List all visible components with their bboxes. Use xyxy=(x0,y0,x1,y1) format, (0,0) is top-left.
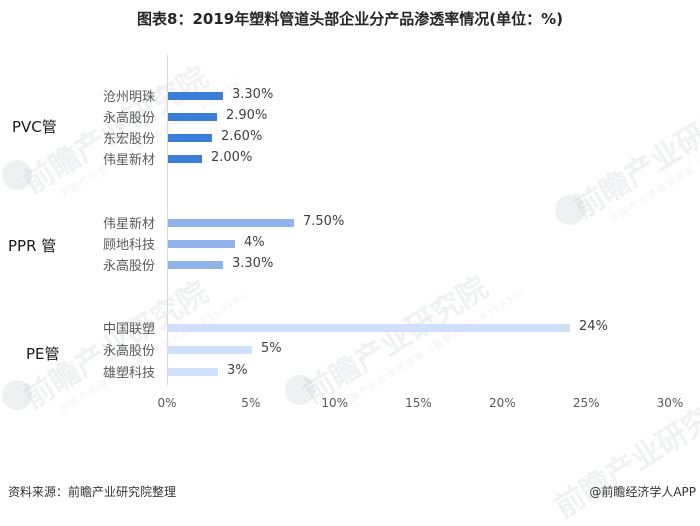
bar xyxy=(168,240,235,248)
bar xyxy=(168,92,223,100)
bar-row: 中国联塑 24% xyxy=(0,319,700,337)
group-label-ppr: PPR 管 xyxy=(8,237,57,255)
group-label-pvc: PVC管 xyxy=(12,118,57,136)
bar xyxy=(168,155,202,163)
bar xyxy=(168,368,218,376)
category-label: 永高股份 xyxy=(102,344,155,359)
bar-row: 永高股份 5% xyxy=(0,341,700,359)
data-label: 3.30% xyxy=(232,256,274,271)
data-label: 24% xyxy=(579,319,608,334)
x-tick-label: 5% xyxy=(241,396,261,410)
x-tick-label: 10% xyxy=(321,396,348,410)
bar-row: 永高股份 3.30% xyxy=(0,256,700,274)
bar xyxy=(168,219,294,227)
bar-row: 伟星新材 2.00% xyxy=(0,150,700,168)
bar-row: 东宏股份 2.60% xyxy=(0,129,700,147)
x-tick-label: 15% xyxy=(405,396,432,410)
category-label: 沧州明珠 xyxy=(102,90,155,105)
category-label: 东宏股份 xyxy=(102,132,155,147)
x-tick-label: 30% xyxy=(656,396,684,410)
bar xyxy=(168,113,217,121)
data-label: 3% xyxy=(227,363,248,378)
y-axis-line xyxy=(167,55,168,385)
bar xyxy=(168,324,570,332)
data-label: 5% xyxy=(261,341,282,356)
bar xyxy=(168,261,223,269)
data-label: 2.00% xyxy=(211,150,253,165)
category-label: 伟星新材 xyxy=(102,153,155,168)
bar xyxy=(168,134,212,142)
category-label: 顾地科技 xyxy=(102,238,155,253)
category-label: 永高股份 xyxy=(102,259,155,274)
data-label: 7.50% xyxy=(303,214,345,229)
data-label: 2.90% xyxy=(226,108,268,123)
bar-row: 雄塑科技 3% xyxy=(0,363,700,381)
source-note: 资料来源：前瞻产业研究院整理 xyxy=(8,485,177,499)
chart-title: 图表8：2019年塑料管道头部企业分产品渗透率情况(单位：%) xyxy=(137,10,563,28)
category-label: 永高股份 xyxy=(102,111,155,126)
x-tick-label: 20% xyxy=(488,396,516,410)
data-label: 2.60% xyxy=(221,129,263,144)
data-label: 3.30% xyxy=(232,87,274,102)
category-label: 中国联塑 xyxy=(102,322,155,337)
bar-row: 顾地科技 4% xyxy=(0,235,700,253)
category-label: 伟星新材 xyxy=(102,217,155,232)
bar-chart: PVC管 PPR 管 PE管 沧州明珠 3.30% 永高股份 2.90% 东宏股… xyxy=(0,55,700,410)
bar xyxy=(168,346,252,354)
bar-row: 沧州明珠 3.30% xyxy=(0,87,700,105)
bar-row: 永高股份 2.90% xyxy=(0,108,700,126)
credit-note: @前瞻经济学人APP xyxy=(589,485,696,499)
x-tick-label: 0% xyxy=(157,396,177,410)
group-label-pe: PE管 xyxy=(26,345,60,363)
bar-row: 伟星新材 7.50% xyxy=(0,214,700,232)
data-label: 4% xyxy=(244,235,265,250)
x-tick-label: 25% xyxy=(572,396,600,410)
category-label: 雄塑科技 xyxy=(102,366,155,381)
